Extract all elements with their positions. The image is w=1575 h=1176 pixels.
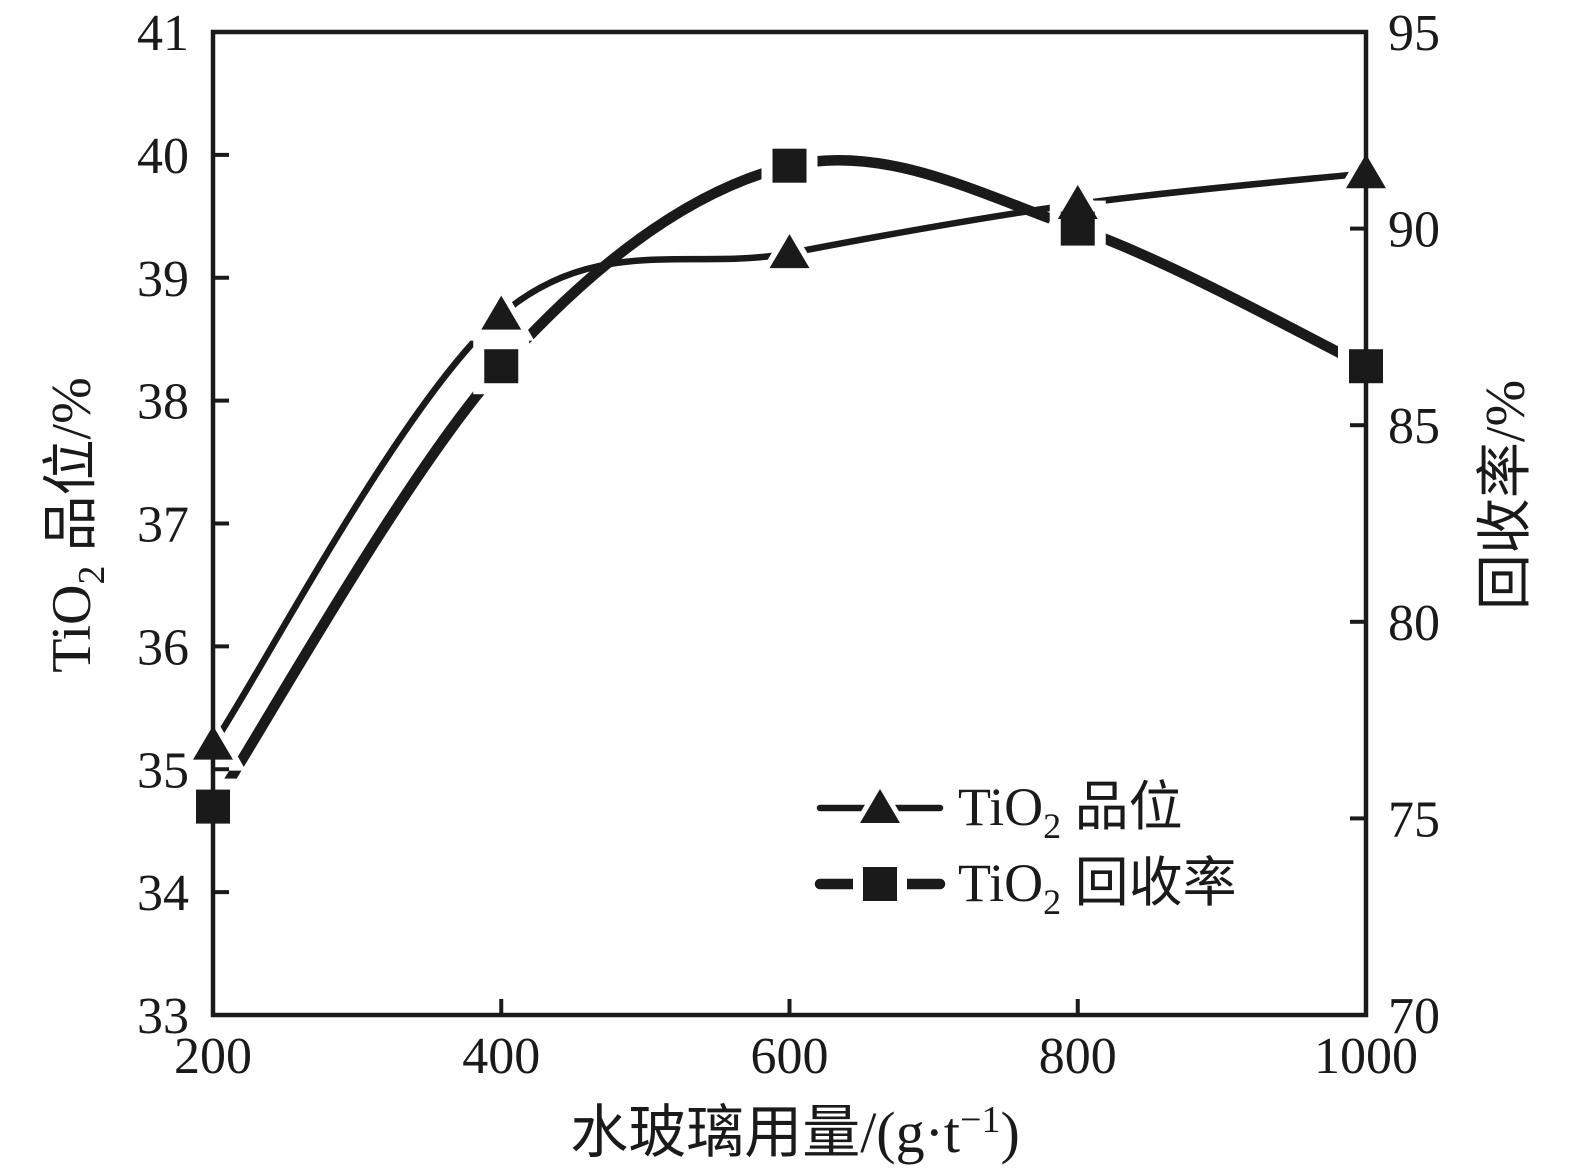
square-marker [1060, 211, 1095, 246]
x-axis-title: 水玻璃用量/(g·t−1) [570, 1099, 1020, 1165]
legend-label: TiO2 品位 [958, 777, 1183, 846]
y-left-axis-title: TiO2 品位/% [41, 377, 113, 672]
recovery-series-line [207, 154, 1372, 812]
y-right-tick-label: 75 [1388, 791, 1440, 848]
y-left-tick-label: 34 [137, 865, 189, 922]
y-left-tick-label: 36 [137, 619, 189, 676]
y-left-title-rest: 品位/% [41, 377, 103, 565]
y-right-tick-label: 70 [1388, 988, 1440, 1045]
x-tick-label: 1000 [1314, 1028, 1418, 1085]
y-left-tick-label: 39 [137, 251, 189, 308]
y-left-tick-label: 33 [137, 988, 189, 1045]
x-tick-label: 200 [174, 1028, 252, 1085]
legend-triangle-marker [860, 789, 900, 823]
x-tick-label: 600 [751, 1028, 829, 1085]
x-tick-label: 400 [462, 1028, 540, 1085]
legend-label-subscript: 2 [1043, 882, 1061, 922]
triangle-marker [769, 234, 810, 269]
y-left-title-prefix: TiO [41, 584, 103, 672]
x-title-prefix: 水玻璃用量/(g·t [570, 1100, 960, 1165]
y-left-tick-label: 41 [137, 5, 189, 62]
triangle-marker [193, 725, 233, 760]
triangle-marker [1346, 154, 1386, 189]
y-left-tick-label: 35 [137, 742, 189, 799]
legend-label-subscript: 2 [1043, 806, 1061, 846]
y-right-tick-label: 95 [1388, 5, 1440, 62]
legend-label-prefix: TiO [958, 853, 1043, 913]
triangle-marker [481, 295, 522, 330]
y-left-title-subscript: 2 [71, 565, 113, 584]
y-left-tick-label: 37 [137, 497, 189, 554]
square-marker [772, 148, 807, 183]
y-right-tick-label: 85 [1388, 398, 1440, 455]
y-right-axis-title: 回收率/% [1475, 380, 1537, 610]
square-marker [1349, 349, 1383, 384]
grade-series-line [209, 170, 1370, 748]
axes-layer: 33 34 35 36 37 38 39 40 41 70 75 80 85 90 95 200 400 600 8… [41, 5, 1537, 1165]
legend-square-marker [863, 867, 897, 901]
y-right-tick-label: 80 [1388, 595, 1440, 652]
x-title-suffix: ) [1000, 1100, 1019, 1165]
square-marker [196, 789, 230, 824]
markers-layer [193, 148, 1386, 901]
triangle-marker [1057, 185, 1098, 220]
legend-label: TiO2 回收率 [958, 853, 1237, 922]
y-right-tick-label: 90 [1388, 202, 1440, 259]
y-left-tick-label: 38 [137, 374, 189, 431]
legend-label-rest: 回收率 [1061, 853, 1237, 913]
legend-label-prefix: TiO [958, 777, 1043, 837]
series-lines-layer [207, 154, 1372, 890]
x-title-superscript: −1 [960, 1099, 1000, 1141]
legend-label-rest: 品位 [1061, 777, 1183, 837]
y-left-tick-label: 40 [137, 128, 189, 185]
square-marker [484, 349, 519, 384]
x-tick-label: 800 [1039, 1028, 1117, 1085]
